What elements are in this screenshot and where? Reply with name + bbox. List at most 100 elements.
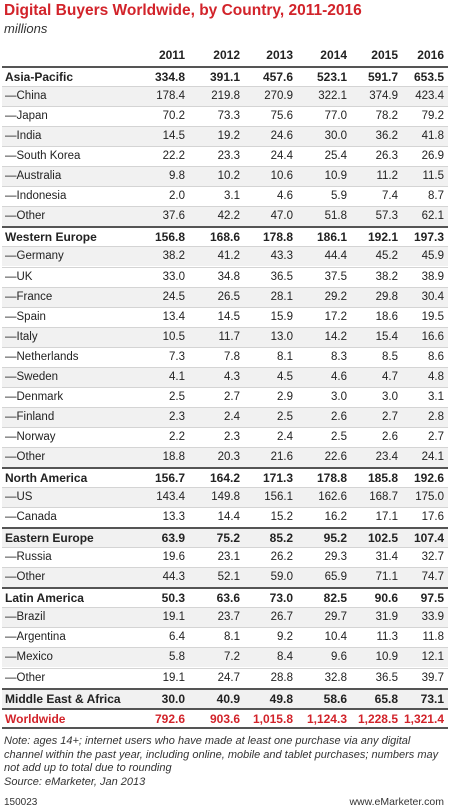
note: Note: ages 14+; internet users who have … — [4, 735, 439, 774]
row-label: —US — [5, 491, 33, 504]
cell-value: 24.4 — [270, 150, 293, 163]
cell-value: 178.8 — [316, 471, 347, 485]
cell-value: 8.6 — [428, 350, 444, 363]
cell-value: 44.3 — [162, 571, 185, 584]
cell-value: 21.6 — [270, 450, 293, 463]
cell-value: 19.1 — [162, 671, 185, 684]
cell-value: 97.5 — [420, 591, 444, 606]
country-row: —Spain 13.4 14.5 15.9 17.2 18.6 19.5 — [2, 306, 448, 327]
country-row: —Sweden 4.1 4.3 4.5 4.6 4.7 4.8 — [2, 366, 448, 387]
cell-value: 82.5 — [323, 591, 347, 606]
region-row: Eastern Europe 63.9 75.2 85.2 95.2 102.5 107.4 — [2, 527, 448, 548]
total-row: Worldwide 792.6 903.6 1,015.8 1,124.3 1,228.5… — [2, 707, 448, 729]
row-label: —Indonesia — [5, 190, 67, 203]
cell-value: 74.7 — [421, 571, 444, 584]
cell-value: 59.0 — [270, 571, 293, 584]
cell-value: 2.3 — [169, 410, 185, 423]
cell-value: 51.8 — [324, 210, 347, 223]
cell-value: 26.3 — [375, 150, 398, 163]
cell-value: 168.6 — [209, 230, 240, 245]
header-row: 2011 2012 2013 2014 2015 2016 — [2, 46, 448, 66]
cell-value: 19.2 — [217, 130, 240, 143]
cell-value: 156.1 — [264, 491, 293, 504]
country-row: —Other 18.8 20.3 21.6 22.6 23.4 24.1 — [2, 446, 448, 467]
country-row: —Indonesia 2.0 3.1 4.6 5.9 7.4 8.7 — [2, 186, 448, 206]
cell-value: 18.8 — [162, 450, 185, 463]
cell-value: 5.9 — [331, 190, 347, 203]
row-label: —Other — [5, 571, 46, 584]
cell-value: 85.2 — [269, 531, 293, 546]
column-header: 2013 — [266, 48, 293, 62]
cell-value: 65.9 — [324, 571, 347, 584]
cell-value: 63.6 — [216, 591, 240, 606]
row-label: —Netherlands — [5, 350, 79, 363]
cell-value: 1,015.8 — [252, 711, 293, 726]
cell-value: 3.0 — [331, 390, 347, 403]
cell-value: 2.2 — [169, 430, 185, 443]
cell-value: 2.5 — [331, 430, 347, 443]
cell-value: 13.4 — [162, 310, 185, 323]
cell-value: 30.0 — [161, 691, 185, 706]
cell-value: 22.6 — [324, 450, 347, 463]
site-link: www.eMarketer.com — [349, 796, 444, 808]
column-header: 2011 — [158, 48, 185, 62]
region-row: North America 156.7 164.2 171.3 178.8 185.8 19… — [2, 467, 448, 487]
column-header: 2015 — [371, 48, 398, 62]
cell-value: 4.8 — [428, 370, 444, 383]
cell-value: 43.3 — [270, 250, 293, 263]
chart-code: 150023 — [4, 797, 38, 808]
cell-value: 4.1 — [169, 370, 185, 383]
cell-value: 4.7 — [382, 370, 398, 383]
cell-value: 23.7 — [217, 611, 240, 624]
cell-value: 2.4 — [277, 430, 293, 443]
title: Digital Buyers Worldwide, by Country, 20… — [4, 2, 362, 19]
cell-value: 1,124.3 — [306, 711, 347, 726]
cell-value: 18.6 — [375, 310, 398, 323]
cell-value: 3.1 — [428, 390, 444, 403]
cell-value: 73.3 — [217, 110, 240, 123]
cell-value: 10.5 — [162, 330, 185, 343]
country-row: —Norway 2.2 2.3 2.4 2.5 2.6 2.7 — [2, 426, 448, 447]
country-row: —Italy 10.5 11.7 13.0 14.2 15.4 16.6 — [2, 326, 448, 347]
cell-value: 8.1 — [224, 631, 240, 644]
cell-value: 10.9 — [324, 170, 347, 183]
row-label: —Russia — [5, 551, 52, 564]
cell-value: 33.0 — [162, 270, 185, 283]
cell-value: 9.6 — [331, 651, 347, 664]
cell-value: 2.3 — [224, 430, 240, 443]
column-header: 2016 — [417, 48, 444, 62]
subtitle: millions — [4, 21, 48, 36]
cell-value: 192.6 — [413, 471, 444, 485]
cell-value: 40.9 — [216, 691, 240, 706]
cell-value: 2.5 — [277, 410, 293, 423]
cell-value: 79.2 — [421, 110, 444, 123]
cell-value: 90.6 — [374, 591, 398, 606]
region-row: Latin America 50.3 63.6 73.0 82.5 90.6 97.5 — [2, 587, 448, 607]
cell-value: 7.3 — [169, 350, 185, 363]
country-row: —Brazil 19.1 23.7 26.7 29.7 31.9 33.9 — [2, 607, 448, 628]
cell-value: 374.9 — [369, 90, 398, 103]
cell-value: 39.7 — [421, 671, 444, 684]
country-row: —Denmark 2.5 2.7 2.9 3.0 3.0 3.1 — [2, 386, 448, 407]
cell-value: 19.6 — [162, 551, 185, 564]
cell-value: 523.1 — [316, 70, 347, 84]
cell-value: 186.1 — [316, 230, 347, 245]
cell-value: 71.1 — [375, 571, 398, 584]
cell-value: 4.3 — [224, 370, 240, 383]
cell-value: 24.7 — [217, 671, 240, 684]
cell-value: 162.6 — [318, 491, 347, 504]
cell-value: 903.6 — [209, 711, 240, 726]
cell-value: 19.5 — [421, 310, 444, 323]
row-label: Latin America — [5, 591, 84, 606]
row-label: —Other — [5, 210, 46, 223]
cell-value: 25.4 — [324, 150, 347, 163]
cell-value: 391.1 — [209, 70, 240, 84]
cell-value: 178.4 — [156, 90, 185, 103]
cell-value: 24.1 — [421, 450, 444, 463]
cell-value: 178.8 — [262, 230, 293, 245]
cell-value: 156.7 — [154, 471, 185, 485]
row-label: —Canada — [5, 511, 57, 524]
country-row: —UK 33.0 34.8 36.5 37.5 38.2 38.9 — [2, 266, 448, 287]
row-label: —France — [5, 290, 53, 303]
cell-value: 2.6 — [382, 430, 398, 443]
